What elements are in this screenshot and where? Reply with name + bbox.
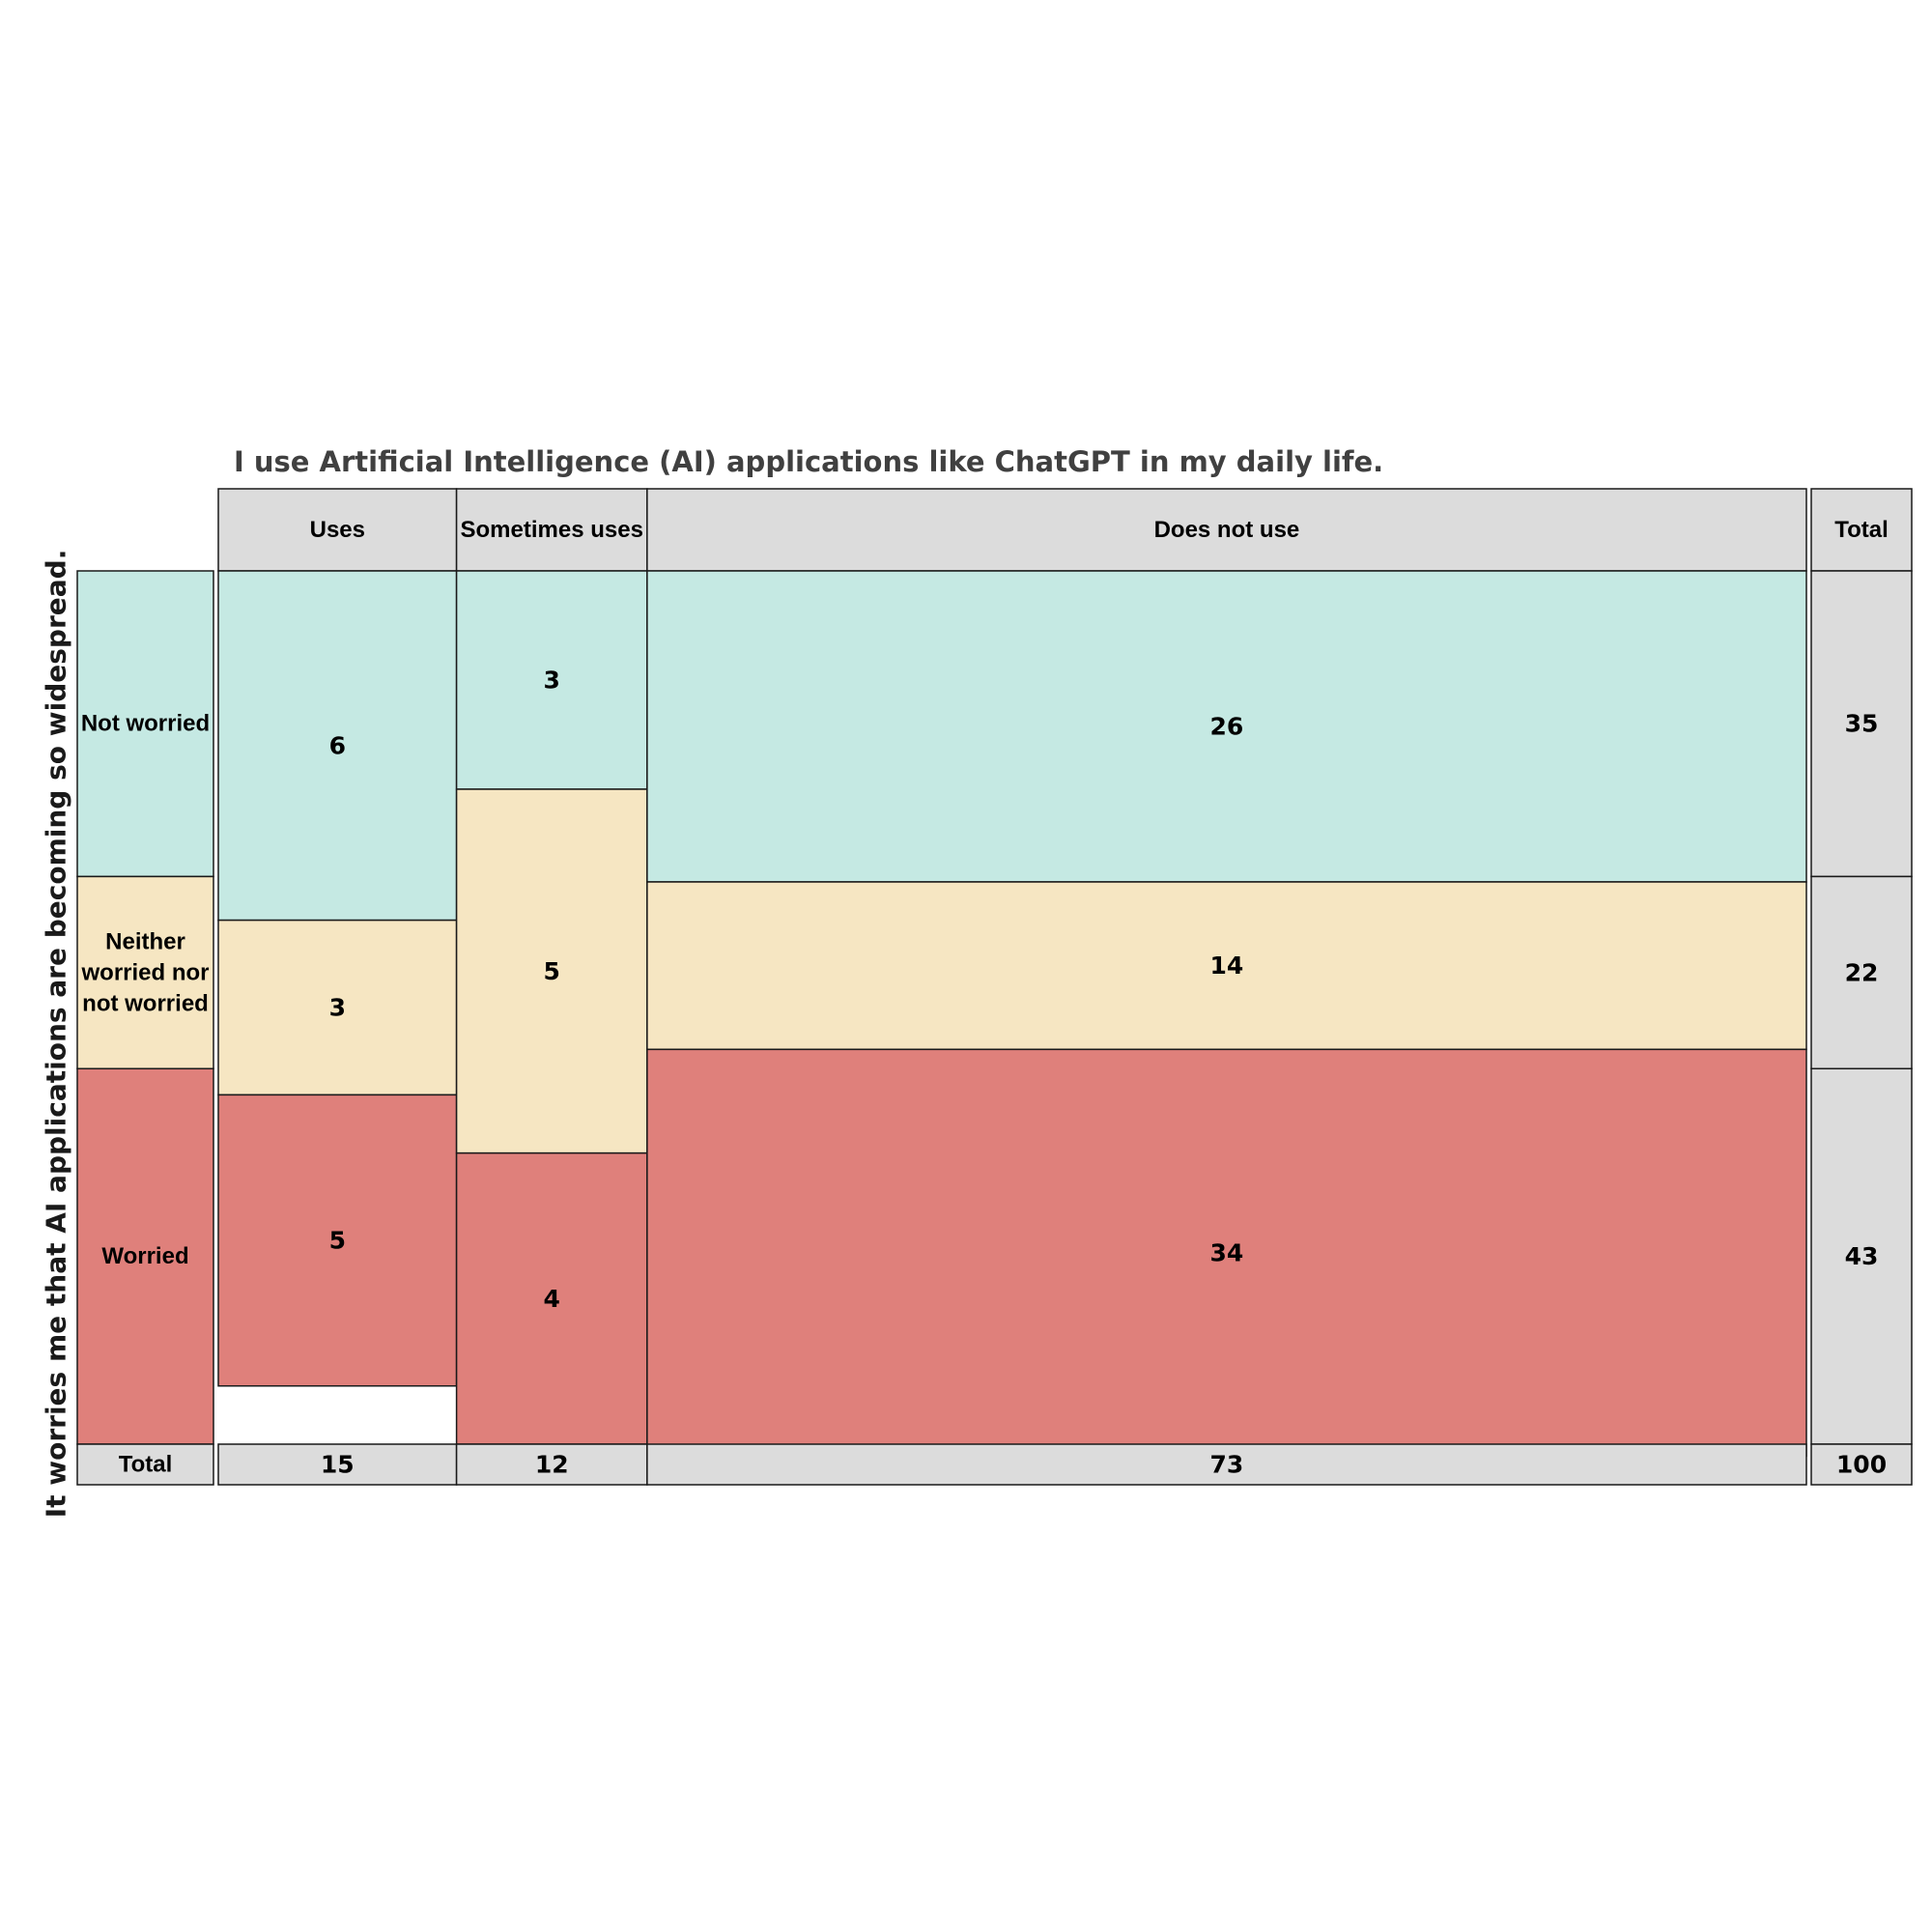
total-column-header-cell — [1810, 488, 1913, 572]
column-total-cell — [646, 1443, 1807, 1486]
row-label-cell — [76, 875, 214, 1070]
cell-value-label: 14 — [1210, 952, 1244, 980]
row-label: Worried — [101, 1243, 188, 1269]
mosaic-cell — [646, 1048, 1807, 1458]
cell-value-label: 5 — [544, 957, 560, 985]
row-total-label: 35 — [1845, 710, 1879, 738]
cell-value-label: 3 — [544, 667, 560, 695]
mosaic-cell — [217, 919, 458, 1096]
row-total-cell — [1810, 1067, 1913, 1445]
row-total-label: 43 — [1845, 1242, 1879, 1270]
cell-value-label: 4 — [544, 1285, 560, 1313]
column-header-cell — [646, 488, 1807, 572]
mosaic-cell — [646, 570, 1807, 883]
column-total-cell — [455, 1443, 648, 1486]
cell-value-label: 26 — [1210, 712, 1244, 740]
column-total-label: 73 — [1210, 1451, 1244, 1479]
mosaic-cell — [217, 570, 458, 922]
y-axis-label: It worries me that AI applications are b… — [41, 550, 72, 1519]
mosaic-cell — [455, 1151, 648, 1445]
grand-total-cell — [1810, 1443, 1913, 1486]
chart-title: I use Artificial Intelligence (AI) appli… — [234, 445, 1383, 478]
row-label-cell — [76, 570, 214, 878]
column-header-label: Sometimes uses — [461, 517, 643, 543]
total-row-header-cell — [76, 1443, 214, 1486]
column-total-label: 12 — [535, 1451, 569, 1479]
column-total-label: 15 — [321, 1451, 355, 1479]
cell-value-label: 3 — [329, 994, 346, 1022]
row-total-label: 22 — [1845, 958, 1879, 986]
cell-value-label: 5 — [329, 1227, 346, 1255]
column-header-cell — [217, 488, 458, 572]
column-header-label: Uses — [310, 517, 365, 543]
cell-value-label: 34 — [1210, 1238, 1244, 1266]
total-row-header-label: Total — [119, 1452, 173, 1478]
row-total-cell — [1810, 570, 1913, 878]
mosaic-cell — [217, 1094, 458, 1387]
grand-total-label: 100 — [1836, 1451, 1887, 1479]
mosaic-cell — [455, 570, 648, 790]
row-label-cell — [76, 1067, 214, 1445]
mosaic-cell — [646, 881, 1807, 1051]
cell-value-label: 6 — [329, 731, 346, 759]
row-total-cell — [1810, 875, 1913, 1070]
row-label: Neither worried nor not worried — [80, 928, 209, 1016]
column-header-cell — [455, 488, 648, 572]
column-header-label: Does not use — [1154, 517, 1300, 543]
row-label: Not worried — [81, 711, 210, 737]
total-column-header-label: Total — [1834, 517, 1889, 543]
column-total-cell — [217, 1443, 458, 1486]
